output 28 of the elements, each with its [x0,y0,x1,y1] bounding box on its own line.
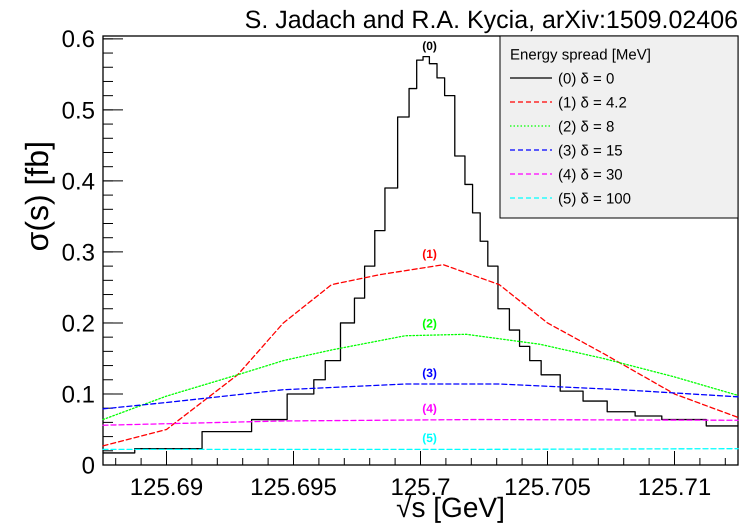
legend-label: (5) δ = 100 [558,190,631,208]
line-series [102,264,739,446]
x-tick-label: 125.71 [638,474,712,501]
y-axis-title: σ(s) [fb] [19,141,55,252]
y-tick-label: 0.4 [62,168,95,196]
y-tick-label: 0.6 [62,26,95,54]
annotation: (4) [422,402,437,416]
legend-label: (2) δ = 8 [558,118,614,136]
y-tick-label: 0 [82,452,95,480]
annotation: (2) [422,316,437,331]
y-tick-label: 0.3 [62,239,95,266]
line-series [102,334,739,420]
annotation: (5) [422,430,437,445]
y-tick-label: 0.2 [62,310,95,338]
legend-title: Energy spread [MeV] [510,46,651,64]
legend-label: (0) δ = 0 [558,70,614,88]
legend-label: (1) δ = 4.2 [558,94,627,112]
annotation: (3) [422,366,437,380]
x-tick-label: 125.695 [250,474,337,501]
legend-label: (4) δ = 30 [558,166,623,184]
x-tick-label: 125.69 [130,474,204,501]
y-tick-label: 0.1 [62,381,95,408]
annotation: (0) [422,38,437,53]
chart-title: S. Jadach and R.A. Kycia, arXiv:1509.02406 [244,6,738,34]
legend-label: (3) δ = 15 [558,142,623,160]
x-tick-label: 125.705 [504,474,591,501]
y-tick-label: 0.5 [62,97,95,124]
annotation: (1) [422,246,437,261]
